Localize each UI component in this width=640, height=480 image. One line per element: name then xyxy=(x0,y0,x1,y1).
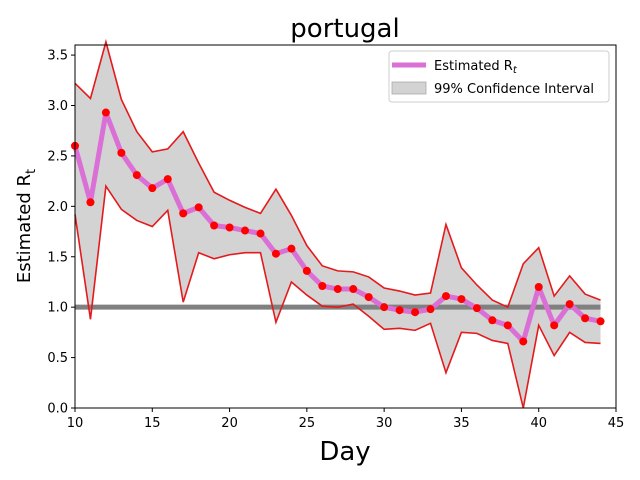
estimate-point xyxy=(302,266,311,275)
estimate-point xyxy=(380,303,389,312)
estimate-point xyxy=(565,300,574,309)
estimate-point xyxy=(534,283,543,291)
legend-label-confidence-interval: 99% Confidence Interval xyxy=(434,82,594,97)
confidence-lower-line xyxy=(74,183,601,409)
chart-title: portugal xyxy=(290,14,399,44)
estimate-point xyxy=(364,293,373,302)
estimate-point xyxy=(241,226,250,235)
y-axis-label-main: Estimated R xyxy=(14,174,35,283)
estimate-point xyxy=(179,209,188,218)
estimate-point xyxy=(318,281,327,290)
estimate-point xyxy=(148,184,157,193)
estimate-point xyxy=(210,221,219,230)
estimate-point xyxy=(411,308,420,317)
confidence-band xyxy=(75,41,601,408)
y-tick-label: 0.0 xyxy=(47,402,68,417)
y-tick-label: 0.5 xyxy=(47,351,68,366)
legend-label-estimated-rt-subscript: t xyxy=(513,65,518,76)
y-tick-label: 3.5 xyxy=(47,49,68,64)
estimate-point xyxy=(86,198,95,207)
x-tick-label: 25 xyxy=(299,416,316,431)
estimate-point xyxy=(349,285,358,294)
estimate-point xyxy=(163,175,172,184)
y-axis: 0.0 0.5 1.0 1.5 2.0 2.5 3.0 3.5 xyxy=(47,49,75,417)
estimate-point xyxy=(101,108,110,117)
estimate-point xyxy=(457,295,466,304)
y-axis-label: Estimated Rt xyxy=(14,169,39,283)
y-axis-label-subscript: t xyxy=(24,169,39,174)
x-axis: 10 15 20 25 30 35 40 45 xyxy=(67,408,625,431)
estimate-point xyxy=(503,321,512,330)
y-tick-label: 1.0 xyxy=(47,301,68,316)
estimate-point xyxy=(426,305,435,314)
estimate-point xyxy=(596,317,605,326)
estimate-point xyxy=(287,244,296,253)
legend-label-estimated-rt: Estimated Rt xyxy=(434,59,518,76)
estimate-point xyxy=(488,316,497,325)
estimate-point xyxy=(581,314,590,323)
estimate-point xyxy=(225,223,234,232)
estimate-point xyxy=(271,249,280,258)
legend: Estimated Rt 99% Confidence Interval xyxy=(388,50,610,103)
x-tick-label: 10 xyxy=(67,416,84,431)
x-tick-label: 35 xyxy=(453,416,470,431)
estimate-point xyxy=(441,292,450,301)
confidence-upper-line xyxy=(74,38,601,309)
y-tick-label: 1.5 xyxy=(47,250,68,265)
legend-box xyxy=(388,50,610,103)
estimate-point xyxy=(132,171,141,180)
plot-frame xyxy=(74,44,617,409)
x-axis-label: Day xyxy=(319,437,370,467)
legend-label-estimated-rt-main: Estimated R xyxy=(434,59,513,74)
x-tick-label: 45 xyxy=(608,416,625,431)
x-tick-label: 30 xyxy=(376,416,393,431)
estimate-point xyxy=(519,337,528,346)
y-tick-label: 3.0 xyxy=(47,99,68,114)
plot-area xyxy=(71,38,605,409)
estimate-point xyxy=(256,229,265,238)
estimate-point xyxy=(333,285,342,294)
estimate-point xyxy=(472,304,481,313)
estimate-point xyxy=(117,148,126,157)
y-tick-label: 2.5 xyxy=(47,149,68,164)
x-tick-label: 40 xyxy=(530,416,547,431)
x-tick-label: 20 xyxy=(221,416,238,431)
estimate-point xyxy=(194,203,203,212)
legend-swatch-confidence-interval xyxy=(391,81,427,95)
x-tick-label: 15 xyxy=(144,416,161,431)
y-tick-label: 2.0 xyxy=(47,200,68,215)
estimate-point xyxy=(395,306,404,315)
estimate-point xyxy=(550,321,559,330)
